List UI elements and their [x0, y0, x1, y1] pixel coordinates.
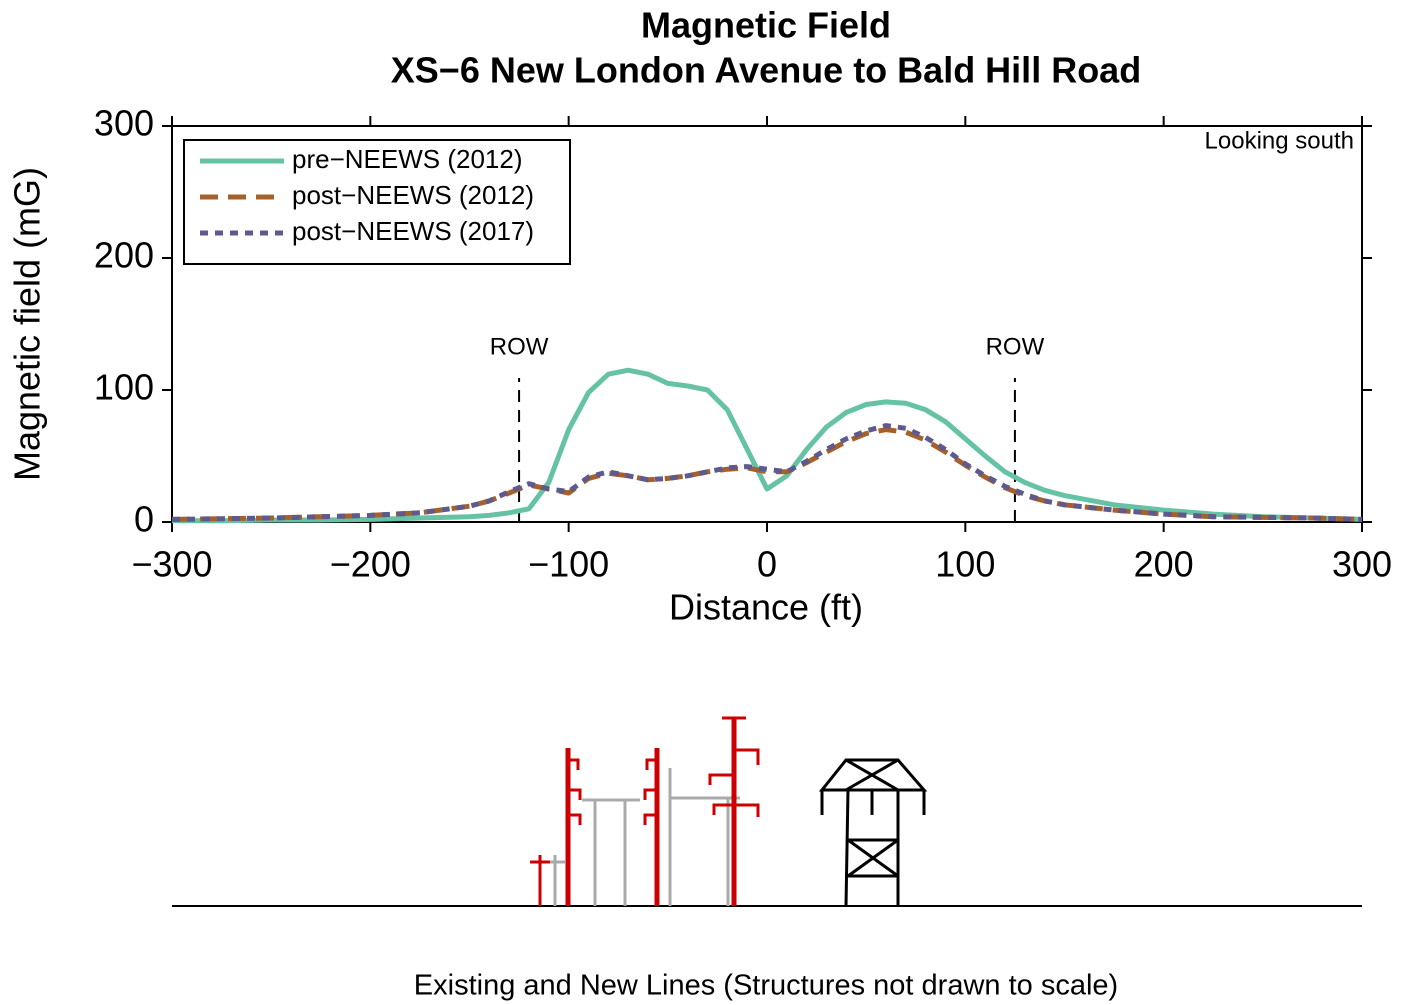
legend-label: post−NEEWS (2012): [292, 180, 534, 210]
y-tick-label: 0: [134, 499, 154, 540]
chart-subtitle: XS−6 New London Avenue to Bald Hill Road: [391, 50, 1141, 91]
legend-label: post−NEEWS (2017): [292, 216, 534, 246]
y-tick-label: 200: [94, 235, 154, 276]
row-label: ROW: [986, 333, 1045, 360]
annotation: Looking south: [1205, 127, 1354, 154]
red-poles: [530, 716, 760, 906]
series-line: [171, 427, 1363, 522]
gray-poles: [548, 768, 740, 906]
series-line: [172, 367, 1363, 524]
y-tick-label: 100: [94, 367, 154, 408]
x-tick-label: −100: [528, 544, 609, 585]
series-line: [171, 423, 1363, 522]
legend-label: pre−NEEWS (2012): [292, 144, 522, 174]
chart-title: Magnetic Field: [641, 5, 891, 46]
y-tick-label: 300: [94, 103, 154, 144]
x-axis-label: Distance (ft): [669, 587, 863, 628]
caption: Existing and New Lines (Structures not d…: [414, 970, 1118, 1002]
x-tick-label: 200: [1134, 544, 1194, 585]
x-tick-label: −200: [330, 544, 411, 585]
structures-diagram: [172, 716, 1362, 907]
row-label: ROW: [490, 333, 549, 360]
y-axis-label: Magnetic field (mG): [7, 167, 48, 481]
x-tick-label: −300: [131, 544, 212, 585]
x-tick-label: 300: [1332, 544, 1392, 585]
lattice-tower: [818, 758, 928, 907]
x-tick-label: 100: [935, 544, 995, 585]
x-tick-label: 0: [757, 544, 777, 585]
